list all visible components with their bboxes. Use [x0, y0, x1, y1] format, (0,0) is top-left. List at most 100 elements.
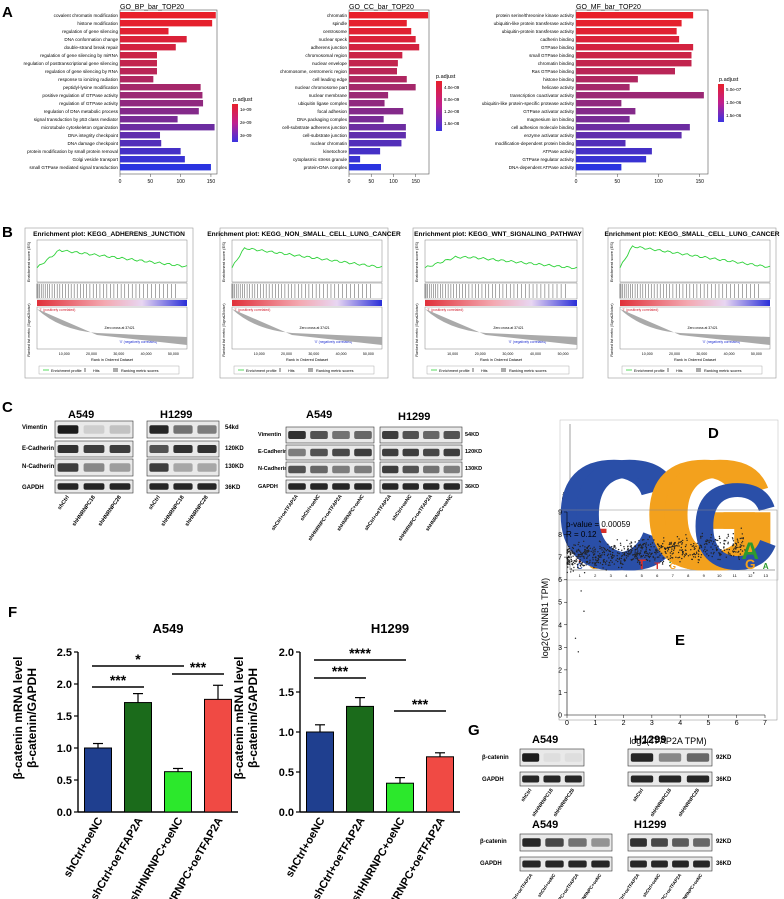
scatter-point	[607, 553, 609, 555]
scatter-point	[744, 549, 746, 551]
scatter-point	[712, 543, 714, 545]
blot-band	[402, 431, 419, 439]
scatter-point	[573, 544, 575, 546]
blot-strip	[379, 461, 463, 478]
scatter-point	[648, 555, 650, 557]
scatter-point	[576, 551, 578, 553]
scatter-point	[658, 556, 660, 558]
scatter-point	[578, 541, 580, 544]
scatter-point	[602, 547, 604, 549]
scatter-point	[574, 544, 577, 546]
scatter-point	[601, 549, 603, 551]
scatter-point	[652, 555, 654, 558]
scatter-point	[741, 542, 743, 544]
bar-ytick: 0.5	[57, 775, 72, 787]
scatter-point	[568, 561, 571, 563]
scatter-point	[583, 557, 585, 559]
gsea-legend-label: Ranking metric scores	[704, 369, 742, 373]
scatter-point	[587, 555, 589, 557]
scatter-point	[718, 535, 721, 538]
scatter-ytick: 5	[558, 600, 562, 607]
scatter-point	[645, 548, 647, 550]
go-bar	[120, 28, 169, 35]
scatter-point	[727, 535, 730, 537]
scatter-point	[655, 551, 657, 553]
scatter-point	[568, 547, 571, 550]
scatter-point	[738, 558, 740, 561]
scatter-point	[669, 542, 671, 544]
blot-c2: A549 H1299 Vimentin E-Cadherin N-Cadheri…	[258, 409, 482, 542]
scatter-point	[628, 553, 630, 556]
scatter-point	[582, 552, 584, 554]
scatter-point	[610, 555, 613, 558]
blot-band	[651, 860, 668, 868]
scatter-point	[657, 543, 659, 545]
blot-strip	[285, 479, 375, 494]
go-bar	[120, 132, 161, 139]
go-term-label: regulation of GTPase activity	[59, 101, 118, 106]
panel-label-d: D	[708, 425, 719, 442]
gsea-ylabel-bottom: Ranked list metric (Signal2Noise)	[222, 303, 226, 356]
gsea-legend-label: Hits	[481, 369, 488, 373]
blot-band	[310, 431, 328, 439]
go-bar	[576, 44, 694, 51]
scatter-point	[703, 543, 706, 545]
scatter-point	[687, 555, 690, 557]
barchart-a549-ylabel: β-catenin mRNA level	[11, 657, 25, 780]
scatter-point	[597, 551, 599, 553]
blot-band	[57, 483, 79, 490]
logo-letter: G	[658, 428, 780, 603]
go-bar	[120, 124, 215, 131]
go-bar	[349, 12, 429, 19]
scatter-point	[639, 561, 641, 564]
scatter-point	[680, 540, 682, 543]
scatter-ytick: 4	[558, 622, 562, 629]
scatter-point	[683, 556, 685, 558]
scatter-point	[733, 555, 735, 557]
blot-band	[443, 431, 460, 439]
gsea-xtick: 10,000	[447, 352, 458, 356]
scatter-point	[727, 533, 729, 536]
blot-band	[522, 753, 540, 762]
go-term-label: DNA conformation change	[64, 37, 118, 42]
scatter-point	[646, 552, 649, 554]
scatter-point	[714, 544, 716, 547]
scatter-point	[634, 541, 636, 543]
scatter-point	[640, 556, 642, 558]
blot-band	[658, 775, 682, 783]
scatter-annot-r: R = 0.12	[566, 530, 597, 539]
scatter-point	[657, 549, 659, 551]
scatter-point	[615, 559, 617, 561]
gsea-legend-label: Enrichment profile	[439, 369, 470, 373]
gsea-panel: Enrichment plot: KEGG_NON_SMALL_CELL_LUN…	[207, 227, 401, 379]
scatter-point	[701, 532, 703, 535]
blot-band	[173, 463, 193, 472]
scatter-point	[616, 552, 619, 554]
go-term-label: GTPase regulator activity	[522, 157, 574, 162]
blot-g2-kd-2: 36KD	[716, 861, 732, 867]
go-bar	[576, 76, 638, 83]
scatter-point	[583, 564, 585, 567]
scatter-point	[609, 564, 611, 566]
gsea-legend-box	[233, 365, 375, 375]
go-tick-label: 100	[389, 179, 398, 185]
blot-c2-row-gapdh: GAPDH	[258, 484, 278, 490]
blot-band	[57, 425, 79, 434]
motif-logo: Bits CTGTCCTCTCGAGAGGCGAA 12345678910111…	[554, 419, 780, 603]
gsea-rank-bar	[232, 300, 382, 306]
blot-band	[591, 860, 610, 868]
logo-letter: C	[635, 543, 649, 564]
blot-lane-label: shCtrl	[148, 494, 162, 511]
scatter-point	[644, 552, 646, 554]
scatter-point	[671, 556, 673, 559]
scatter-ylabel: log2(CTNNB1 TPM)	[540, 578, 550, 658]
blot-band	[310, 483, 328, 490]
scatter-point	[741, 540, 744, 543]
scatter-point	[739, 553, 742, 555]
go-bar	[576, 92, 704, 99]
go-term-label: modification-dependent protein binding	[495, 141, 575, 146]
scatter-point	[618, 552, 620, 555]
scatter-point	[671, 548, 673, 550]
go-cc-legend-tick-3: 1.2e-08	[444, 109, 460, 114]
gsea-metric-area	[37, 309, 187, 345]
